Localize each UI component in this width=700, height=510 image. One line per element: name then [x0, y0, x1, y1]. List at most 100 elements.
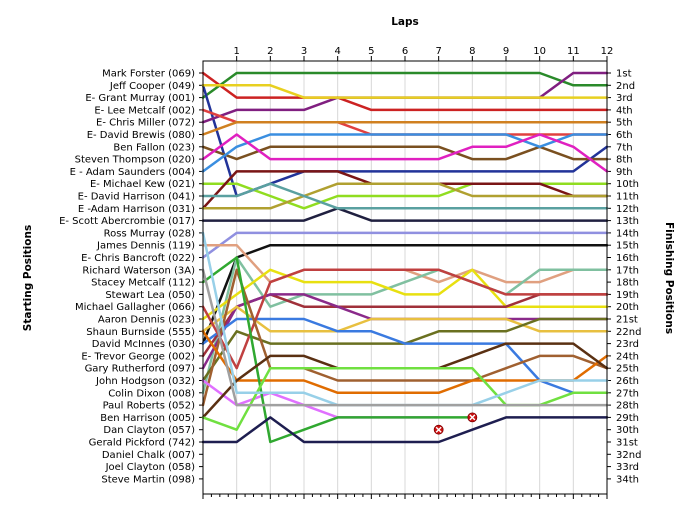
y-axis-left-title: Starting Positions — [22, 225, 34, 331]
start-position-label: E- David Harrison (041) — [78, 192, 195, 203]
finish-position-label: 21st — [616, 315, 638, 326]
finish-position-label: 12th — [616, 204, 639, 215]
start-position-label: James Dennis (119) — [96, 241, 195, 252]
finish-position-label: 27th — [616, 388, 639, 399]
lap-tick-label: 6 — [402, 46, 408, 57]
finish-position-label: 1st — [616, 69, 632, 80]
lap-tick-label: 10 — [533, 46, 546, 57]
chart-title: Laps — [391, 16, 419, 28]
marker-layer — [433, 412, 478, 435]
finish-position-label: 19th — [616, 290, 639, 301]
lap-tick-label: 1 — [233, 46, 239, 57]
series-line — [201, 231, 609, 259]
start-position-label: E- Chris Miller (072) — [96, 118, 195, 129]
start-position-label: Shaun Burnside (555) — [86, 327, 195, 338]
finish-position-label: 11th — [616, 192, 639, 203]
finish-position-label: 30th — [616, 425, 639, 436]
finish-position-label: 13th — [616, 216, 639, 227]
retired-marker-cross — [469, 414, 476, 421]
series-line — [201, 268, 609, 370]
finish-position-label: 18th — [616, 278, 639, 289]
y-axis-right-title: Finishing Positions — [663, 222, 675, 334]
start-position-label: E- David Brewis (080) — [87, 130, 195, 141]
start-position-label: E- Grant Murray (001) — [85, 93, 195, 104]
finish-position-label: 16th — [616, 253, 639, 264]
finish-position-label: 34th — [616, 474, 639, 485]
start-position-label: Ross Murray (028) — [104, 228, 195, 239]
finish-position-label: 9th — [616, 167, 633, 178]
series-line — [201, 120, 609, 136]
series-line — [201, 256, 609, 395]
start-position-label: Jeff Cooper (049) — [109, 81, 195, 92]
finish-position-label: 14th — [616, 228, 639, 239]
start-position-label: Daniel Chalk (007) — [102, 450, 195, 461]
finish-position-label: 10th — [616, 179, 639, 190]
series-line — [201, 71, 609, 99]
start-position-label: E- Scott Abercrombie (017) — [59, 216, 195, 227]
start-position-label: E -Adam Harrison (031) — [78, 204, 195, 215]
finish-position-label: 20th — [616, 302, 639, 313]
start-position-label: Steve Martin (098) — [101, 474, 195, 485]
series-line — [201, 256, 474, 444]
start-position-label: E- Lee Metcalf (002) — [94, 105, 195, 116]
finish-position-label: 24th — [616, 351, 639, 362]
start-position-label: Ben Harrison (005) — [100, 413, 195, 424]
series-line — [201, 416, 609, 444]
finish-position-label: 7th — [616, 142, 633, 153]
start-position-label: Mark Forster (069) — [102, 69, 195, 80]
series-line — [201, 84, 609, 99]
series-line — [201, 71, 609, 112]
series-layer — [201, 71, 609, 444]
start-position-label: Michael Gallagher (066) — [75, 302, 195, 313]
start-position-label: Joel Clayton (058) — [105, 462, 196, 473]
finish-position-label: 23rd — [616, 339, 639, 350]
finish-position-label: 25th — [616, 364, 639, 375]
finish-position-label: 26th — [616, 376, 639, 387]
start-position-label: E- Trevor George (002) — [81, 351, 195, 362]
lap-tick-label: 4 — [334, 46, 340, 57]
finish-position-label: 3rd — [616, 93, 633, 104]
series-line — [201, 207, 609, 222]
plot-area-frame — [202, 60, 608, 495]
start-position-label: Stewart Lea (050) — [105, 290, 195, 301]
start-position-label: Gary Rutherford (097) — [85, 364, 196, 375]
start-position-label: John Hodgson (032) — [95, 376, 195, 387]
finish-position-label: 2nd — [616, 81, 635, 92]
finish-position-label: 29th — [616, 413, 639, 424]
finish-position-label: 17th — [616, 265, 639, 276]
start-position-label: Gerald Pickford (742) — [89, 438, 195, 449]
start-position-label: E- Chris Bancroft (022) — [81, 253, 195, 264]
lap-tick-label: 9 — [503, 46, 509, 57]
start-position-label: Aaron Dennis (023) — [98, 315, 195, 326]
finish-position-label: 32nd — [616, 450, 641, 461]
start-position-label: Richard Waterson (3A) — [82, 265, 195, 276]
start-position-label: David McInnes (030) — [92, 339, 195, 350]
finish-position-label: 5th — [616, 118, 633, 129]
finish-position-label: 15th — [616, 241, 639, 252]
series-line — [201, 133, 609, 173]
finish-position-label: 28th — [616, 401, 639, 412]
start-position-label: Steven Thompson (020) — [75, 155, 195, 166]
lap-tick-label: 12 — [601, 46, 614, 57]
finish-position-label: 8th — [616, 155, 633, 166]
start-position-label: E - Adam Saunders (004) — [70, 167, 195, 178]
lap-tick-label: 5 — [368, 46, 374, 57]
lap-tick-label: 7 — [435, 46, 441, 57]
start-position-label: Colin Dixon (008) — [108, 388, 195, 399]
finish-position-label: 4th — [616, 105, 633, 116]
grid-layer — [199, 56, 611, 499]
start-position-label: Dan Clayton (057) — [103, 425, 195, 436]
series-line — [201, 133, 609, 173]
start-position-label: Ben Fallon (023) — [113, 142, 195, 153]
lap-tick-label: 3 — [301, 46, 307, 57]
lap-tick-label: 11 — [567, 46, 580, 57]
finish-position-label: 31st — [616, 438, 638, 449]
finish-position-label: 6th — [616, 130, 633, 141]
finish-position-label: 33rd — [616, 462, 639, 473]
series-line — [201, 243, 609, 345]
lap-tick-label: 8 — [469, 46, 475, 57]
start-position-label: Paul Roberts (052) — [103, 401, 196, 412]
series-line — [201, 268, 609, 321]
